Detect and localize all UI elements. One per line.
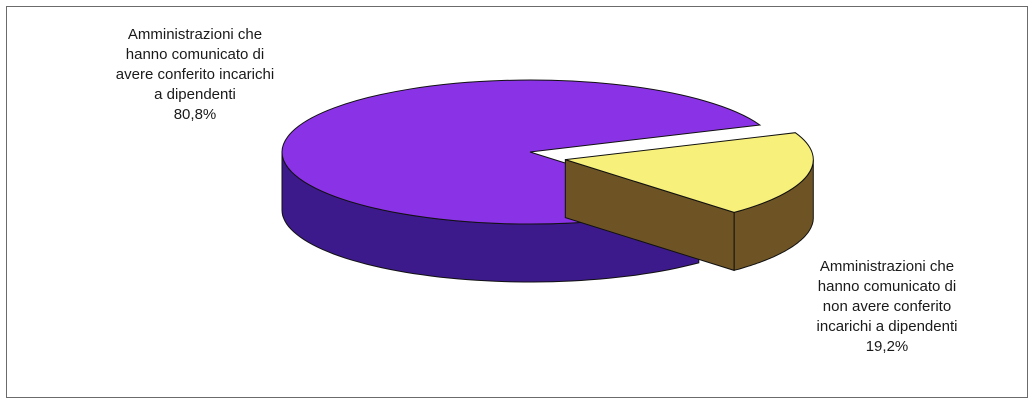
slice-value-label: 80,8% xyxy=(173,106,217,123)
slice-label-line: avere conferito incarichi xyxy=(115,66,275,83)
slice-label-administrations-with-assignments: Amministrazioni che hanno comunicato di … xyxy=(90,25,300,125)
slice-label-line: incarichi a dipendenti xyxy=(816,318,958,335)
pie-slice xyxy=(564,132,814,272)
slice-value-label: 19,2% xyxy=(865,338,909,355)
slice-label-line: Amministrazioni che xyxy=(819,258,955,275)
slice-label-line: hanno comunicato di xyxy=(817,278,957,295)
slice-label-line: hanno comunicato di xyxy=(125,46,265,63)
pie-slice-top xyxy=(565,132,814,213)
slice-label-line: Amministrazioni che xyxy=(127,26,263,43)
slice-label-line: non avere conferito xyxy=(822,298,952,315)
slice-label-administrations-without-assignments: Amministrazioni che hanno comunicato di … xyxy=(782,257,992,357)
slice-label-line: a dipendenti xyxy=(154,86,236,103)
